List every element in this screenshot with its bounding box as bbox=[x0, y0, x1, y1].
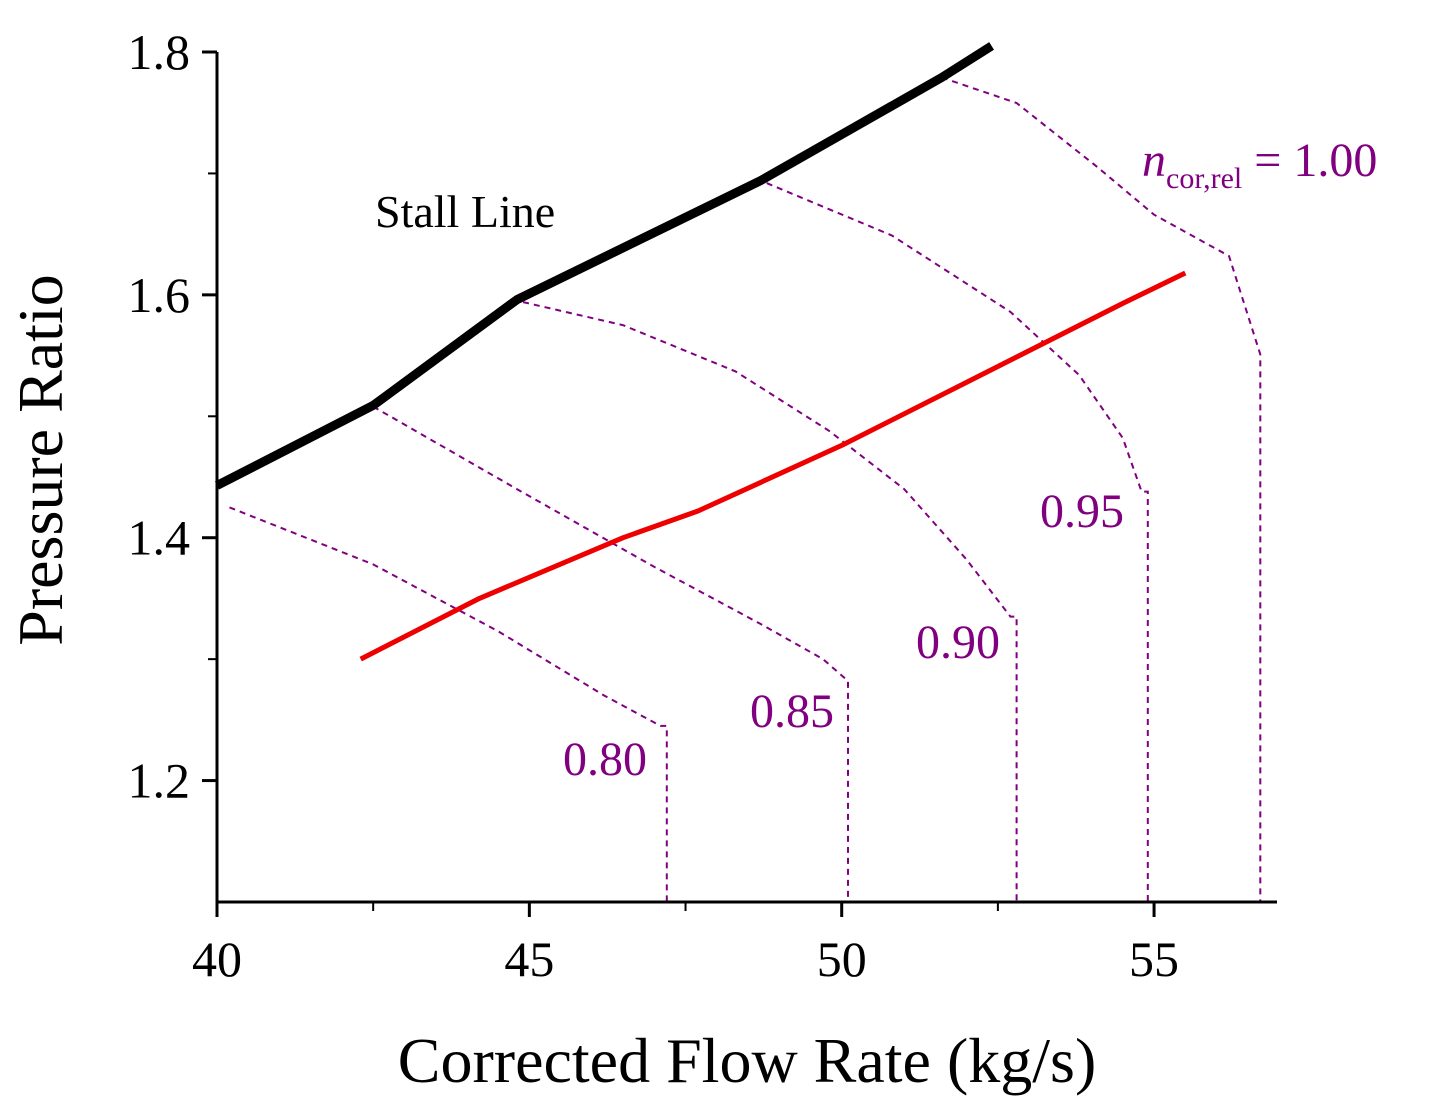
x-axis-title: Corrected Flow Rate (kg/s) bbox=[398, 1025, 1097, 1096]
x-tick-label-45: 45 bbox=[504, 931, 554, 987]
x-tick-label-50: 50 bbox=[817, 931, 867, 987]
speed-label-100: ncor,rel = 1.00 bbox=[1142, 134, 1377, 195]
operating-line bbox=[359, 270, 1187, 662]
x-tick-label-40: 40 bbox=[192, 931, 242, 987]
speed-line-3 bbox=[766, 182, 1149, 902]
speed-label-100-subscript: cor,rel bbox=[1166, 162, 1242, 195]
ticks-group: 40 45 50 55 1.2 1.4 1.6 1.8 bbox=[128, 24, 1180, 987]
speed-label-085: 0.85 bbox=[750, 685, 834, 738]
speed-lines-group bbox=[229, 76, 1262, 902]
speed-line-1 bbox=[372, 405, 849, 902]
speed-label-080: 0.80 bbox=[563, 733, 647, 786]
speed-line-4 bbox=[941, 76, 1262, 902]
speed-label-095: 0.95 bbox=[1040, 485, 1124, 538]
y-tick-label-1.6: 1.6 bbox=[128, 267, 191, 323]
speed-label-100-value: = 1.00 bbox=[1242, 134, 1377, 187]
stall-line bbox=[214, 42, 995, 490]
speed-label-100-symbol: n bbox=[1142, 134, 1166, 187]
operating-line-group bbox=[359, 270, 1187, 662]
x-tick-label-55: 55 bbox=[1129, 931, 1179, 987]
speed-line-2 bbox=[522, 301, 1018, 902]
speed-label-090: 0.90 bbox=[916, 616, 1000, 669]
y-tick-label-1.4: 1.4 bbox=[128, 510, 191, 566]
y-tick-label-1.2: 1.2 bbox=[128, 753, 191, 809]
stall-line-label: Stall Line bbox=[375, 186, 555, 237]
y-tick-label-1.8: 1.8 bbox=[128, 24, 191, 80]
speed-line-0 bbox=[229, 506, 668, 902]
stall-line-group bbox=[214, 42, 995, 490]
y-axis-title: Pressure Ratio bbox=[5, 274, 76, 646]
